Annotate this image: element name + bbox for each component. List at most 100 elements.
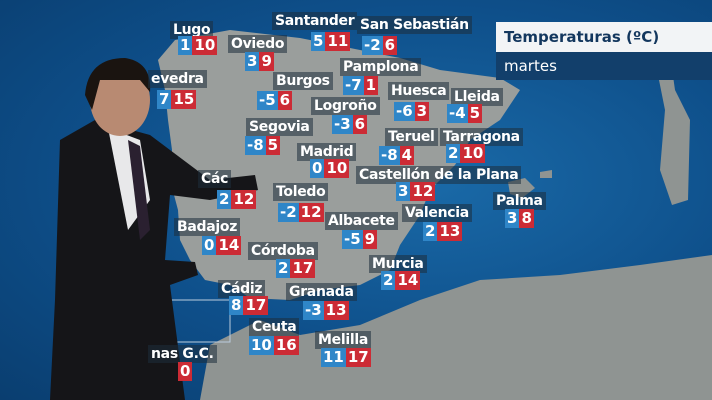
- temperature-pair: 0 14: [202, 236, 242, 255]
- max-temp: 10: [460, 144, 486, 163]
- city-label: Palma: [493, 192, 546, 210]
- max-temp: 10: [192, 36, 218, 55]
- temperature-pair: -8 5: [245, 136, 281, 155]
- city-label: Lleida: [451, 88, 503, 106]
- corsica-sardinia: [655, 55, 690, 205]
- temperature-pair: 0 10: [310, 159, 350, 178]
- max-temp: 9: [259, 52, 274, 71]
- temperature-pair: -6 3: [394, 102, 430, 121]
- temperature-pair: -8 4: [379, 146, 415, 165]
- city-label: Cádiz: [218, 280, 266, 298]
- min-temp: 2: [381, 271, 396, 290]
- max-temp: 9: [362, 230, 378, 249]
- min-temp: 8: [229, 296, 244, 315]
- max-temp: 16: [273, 336, 299, 355]
- max-temp: 6: [277, 91, 293, 110]
- min-temp: 3: [505, 209, 520, 228]
- city-label: Tarragona: [440, 128, 523, 146]
- temperature-pair: -5 6: [257, 91, 293, 110]
- city-label: Badajoz: [174, 218, 241, 236]
- max-temp: 10: [324, 159, 350, 178]
- temperature-pair: -2 12: [278, 203, 324, 222]
- city-label: Burgos: [273, 72, 333, 90]
- min-temp: 5: [311, 32, 326, 51]
- city-label: Pamplona: [340, 58, 422, 76]
- max-temp: 1: [363, 76, 379, 95]
- temperature-pair: 3 12: [396, 182, 436, 201]
- min-temp: 2: [276, 259, 291, 278]
- city-label: Segovia: [246, 118, 313, 136]
- min-temp: 2: [217, 190, 232, 209]
- min-temp: -7: [343, 76, 364, 95]
- max-temp: 0: [178, 362, 193, 381]
- temperature-pair: 2 14: [381, 271, 421, 290]
- max-temp: 13: [323, 301, 349, 320]
- temperature-pair: 2 17: [276, 259, 316, 278]
- max-temp: 3: [414, 102, 430, 121]
- city-label: Córdoba: [248, 242, 318, 260]
- temperature-pair: 2 12: [217, 190, 257, 209]
- temperature-pair: -3 13: [303, 301, 349, 320]
- menorca: [540, 170, 552, 178]
- min-temp: 11: [321, 348, 346, 367]
- map-title: Temperaturas (ºC): [496, 22, 712, 52]
- min-temp: -2: [278, 203, 299, 222]
- min-temp: 10: [249, 336, 274, 355]
- temperature-pair: -3 6: [332, 115, 368, 134]
- min-temp: -5: [257, 91, 278, 110]
- min-temp: -6: [394, 102, 415, 121]
- temperature-pair: 5 11: [311, 32, 351, 51]
- city-label: Oviedo: [228, 35, 288, 53]
- temperature-pair: 7 15: [157, 90, 197, 109]
- min-temp: -8: [379, 146, 400, 165]
- city-label: San Sebastián: [357, 16, 472, 34]
- max-temp: 8: [519, 209, 534, 228]
- max-temp: 17: [345, 348, 371, 367]
- temperature-pair: 2 13: [423, 222, 463, 241]
- city-label: nas G.C.: [148, 345, 217, 363]
- city-label: Valencia: [402, 204, 472, 222]
- temperature-pair: -7 1: [343, 76, 379, 95]
- min-temp: 7: [157, 90, 172, 109]
- temperature-pair: 8 17: [229, 296, 269, 315]
- min-temp: 3: [396, 182, 411, 201]
- temperature-pair: 0: [178, 362, 193, 381]
- temperature-pair: 2 10: [446, 144, 486, 163]
- max-temp: 5: [467, 104, 483, 123]
- temperature-pair: 11 17: [321, 348, 371, 367]
- min-temp: -3: [303, 301, 324, 320]
- max-temp: 5: [265, 136, 281, 155]
- title-panel: Temperaturas (ºC) martes: [496, 22, 712, 80]
- city-label: Toledo: [273, 183, 329, 201]
- city-label: evedra: [148, 70, 207, 88]
- temperature-pair: -2 6: [362, 36, 398, 55]
- max-temp: 13: [437, 222, 463, 241]
- city-label: Các: [198, 170, 232, 188]
- min-temp: 2: [423, 222, 438, 241]
- min-temp: -5: [342, 230, 363, 249]
- max-temp: 17: [290, 259, 316, 278]
- temperature-pair: 1 10: [178, 36, 218, 55]
- max-temp: 12: [410, 182, 436, 201]
- city-label: Castellón de la Plana: [356, 166, 522, 184]
- city-label: Murcia: [369, 255, 427, 273]
- temperature-pair: -4 5: [447, 104, 483, 123]
- max-temp: 12: [298, 203, 324, 222]
- max-temp: 15: [171, 90, 197, 109]
- city-label: Granada: [286, 283, 357, 301]
- city-label: Madrid: [297, 143, 357, 161]
- day-label: martes: [496, 52, 712, 80]
- min-temp: 2: [446, 144, 461, 163]
- min-temp: 1: [178, 36, 193, 55]
- max-temp: 14: [216, 236, 242, 255]
- min-temp: 0: [202, 236, 217, 255]
- city-label: Ceuta: [249, 318, 300, 336]
- min-temp: -4: [447, 104, 468, 123]
- min-temp: -2: [362, 36, 383, 55]
- max-temp: 6: [382, 36, 398, 55]
- city-label: Lugo: [170, 21, 214, 39]
- city-label: Logroño: [311, 97, 380, 115]
- max-temp: 4: [399, 146, 415, 165]
- min-temp: -8: [245, 136, 266, 155]
